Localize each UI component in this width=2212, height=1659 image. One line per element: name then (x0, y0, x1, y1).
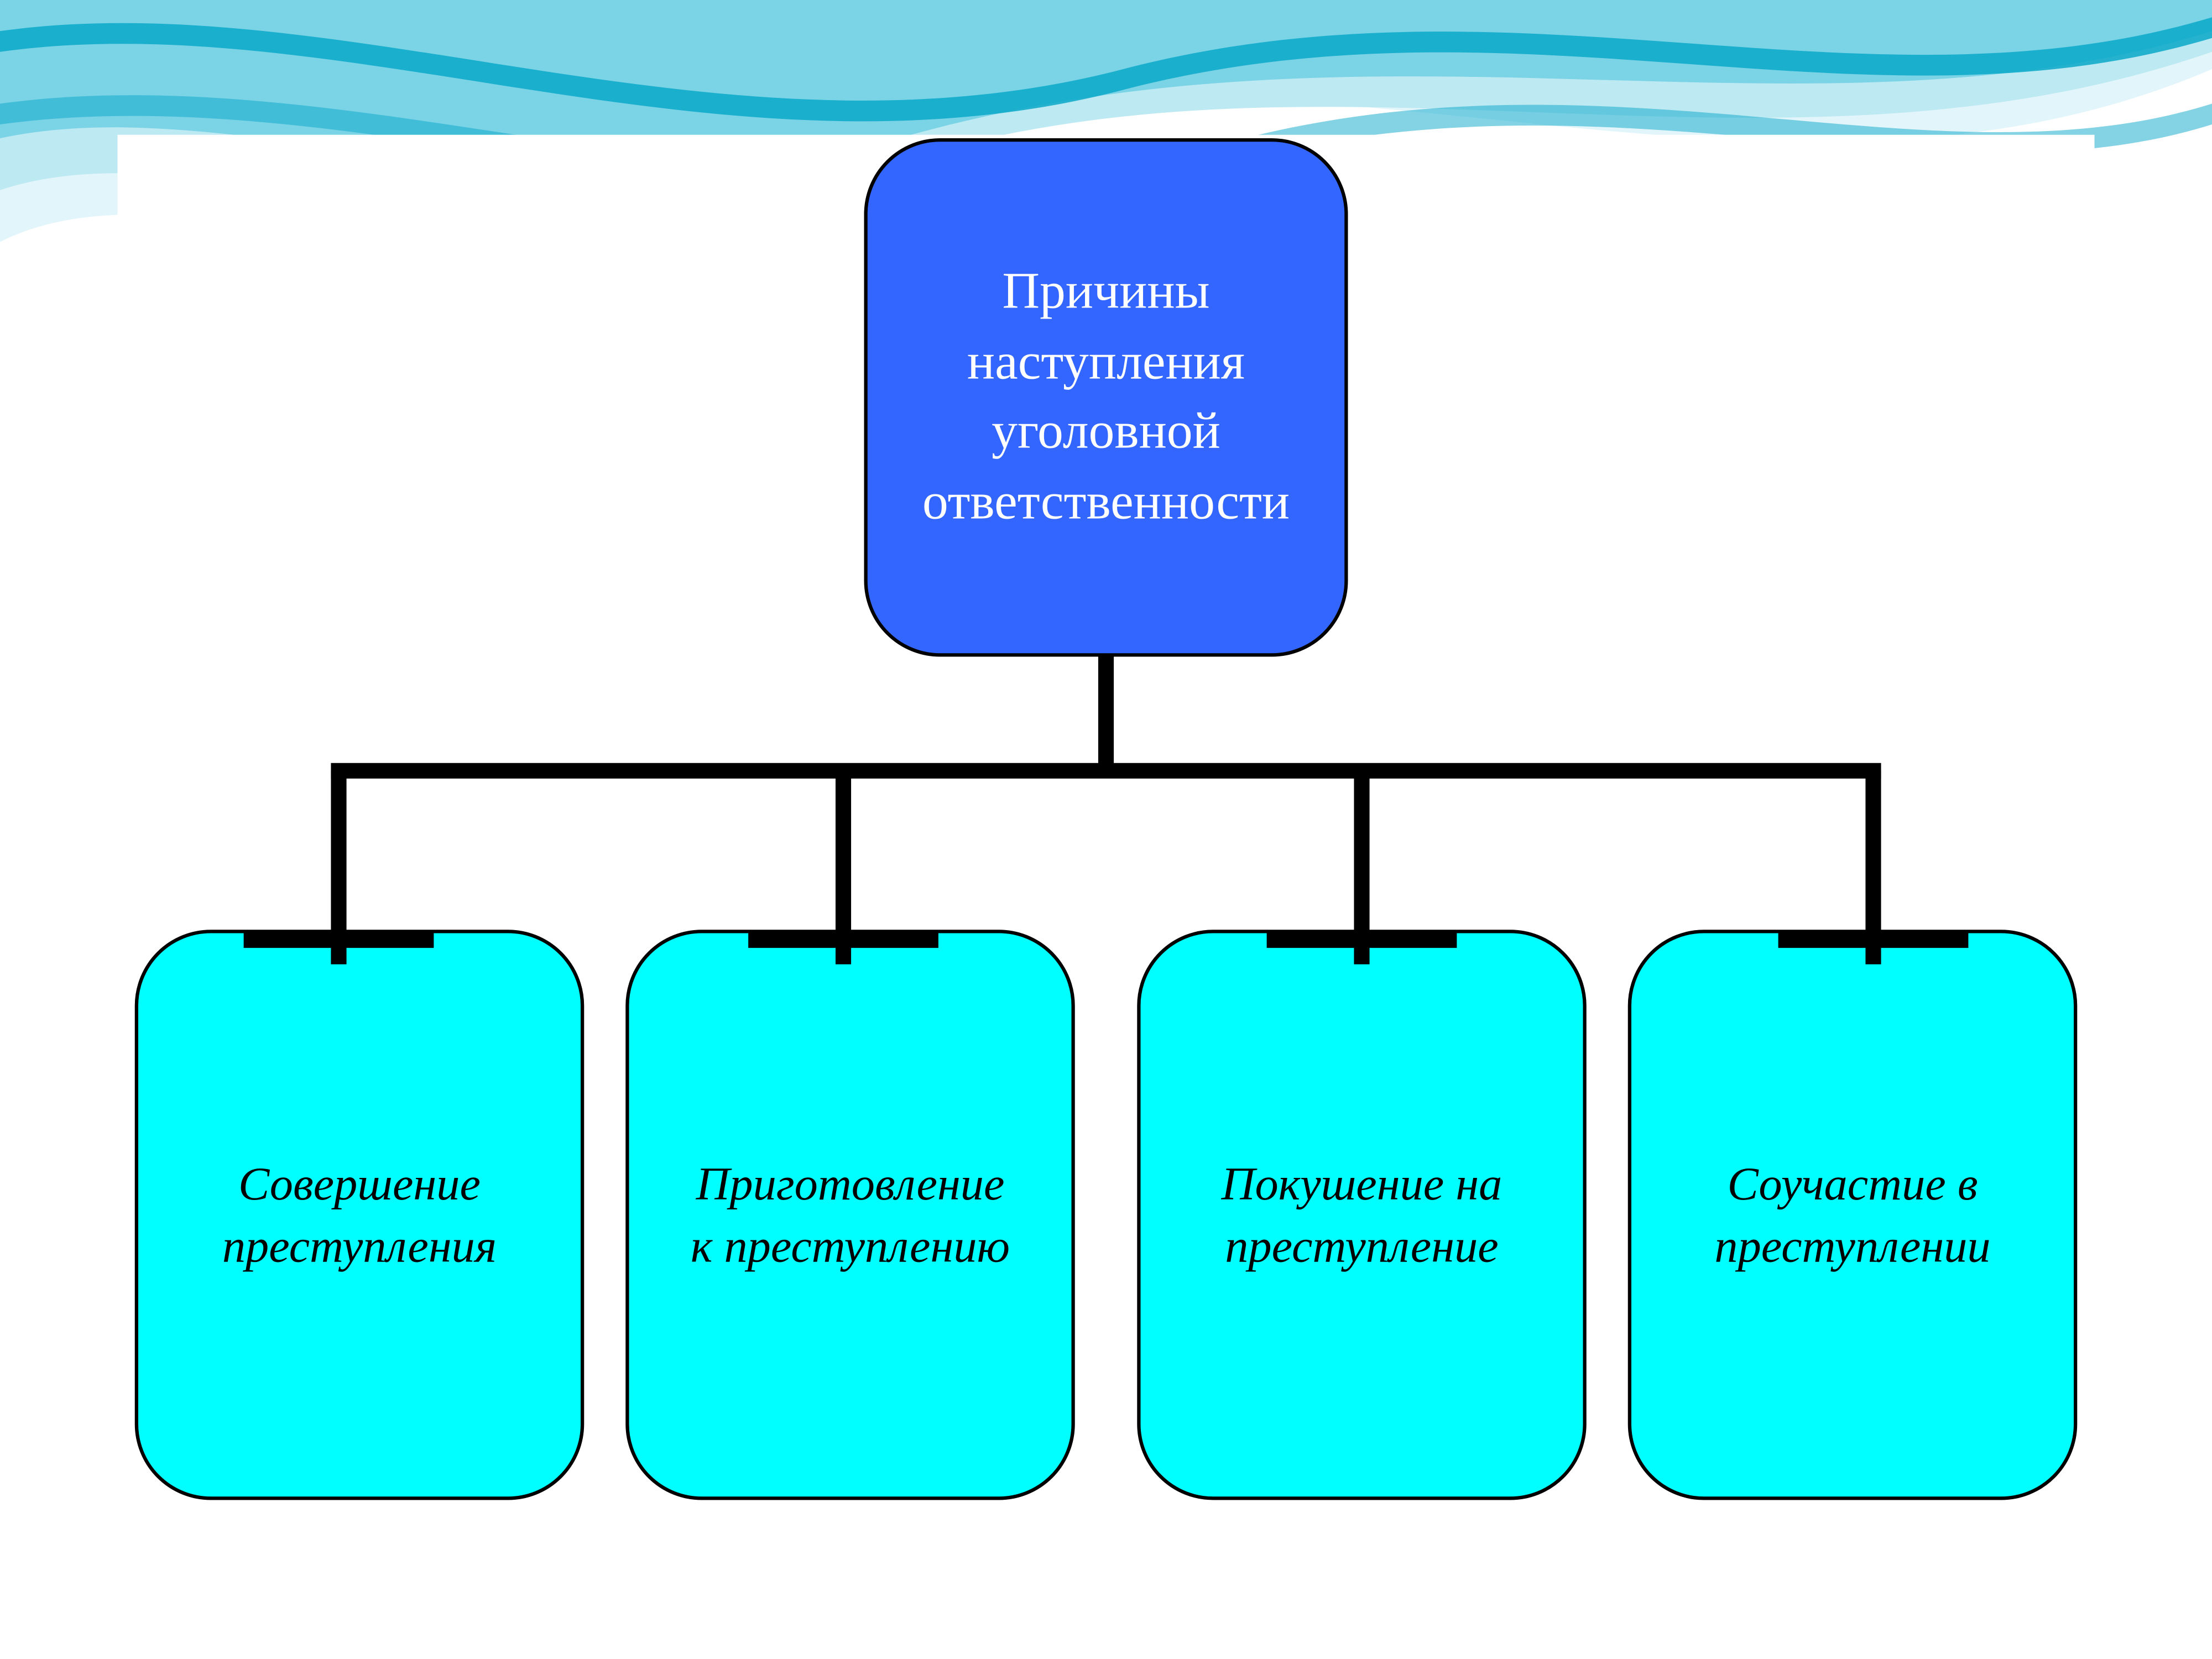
child-node-2: Приготовление к преступлению (625, 930, 1075, 1500)
child-node-4: Соучастие в преступлении (1628, 930, 2078, 1500)
child-label-4: Соучастие в преступлении (1714, 1152, 1990, 1278)
child-label-2: Приготовление к преступлению (691, 1152, 1010, 1278)
child-node-1: Совершение преступления (135, 930, 585, 1500)
child-label-1: Совершение преступления (222, 1152, 497, 1278)
root-node: Причины наступления уголовной ответствен… (864, 138, 1348, 657)
diagram-panel: Причины наступления уголовной ответствен… (118, 135, 2095, 1566)
root-label: Причины наступления уголовной ответствен… (922, 258, 1290, 538)
child-label-3: Покушение на преступление (1222, 1152, 1503, 1278)
child-node-3: Покушение на преступление (1137, 930, 1587, 1500)
